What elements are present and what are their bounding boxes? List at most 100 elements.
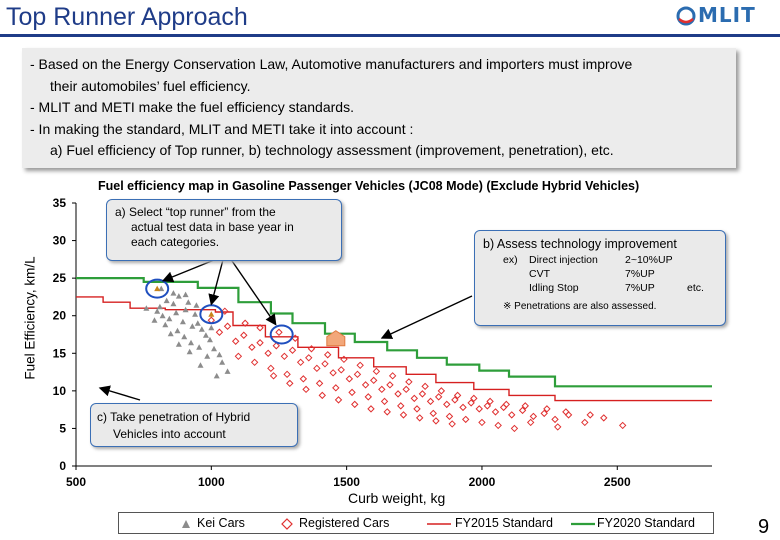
kei-car-point bbox=[224, 368, 231, 374]
kei-car-point bbox=[166, 315, 173, 322]
callout-a-line: actual test data in base year in bbox=[131, 220, 294, 234]
legend-fy2020: FY2020 Standard bbox=[597, 516, 695, 530]
intro-line: - In making the standard, MLIT and METI … bbox=[30, 120, 414, 137]
kei-car-point bbox=[158, 285, 165, 292]
kei-car-point bbox=[186, 348, 193, 355]
kei-car-point bbox=[196, 344, 203, 350]
chart-title: Fuel efficiency map in Gasoline Passenge… bbox=[98, 179, 640, 193]
kei-car-point bbox=[192, 311, 199, 317]
kei-car-point bbox=[204, 353, 211, 359]
tech-value: 7%UP bbox=[625, 268, 655, 280]
callout-b-note: ※ Penetrations are also assessed. bbox=[503, 301, 657, 312]
page-title: Top Runner Approach bbox=[6, 3, 248, 31]
callout-b-heading: b) Assess technology improvement bbox=[483, 237, 677, 251]
annotation-arrow bbox=[98, 385, 141, 401]
mlit-logo: MLIT bbox=[676, 3, 776, 29]
registered-car-point bbox=[318, 391, 326, 400]
kei-car-point bbox=[159, 312, 166, 319]
registered-car-point bbox=[478, 418, 486, 427]
kei-car-point bbox=[179, 318, 186, 325]
intro-line: - Based on the Energy Conservation Law, … bbox=[30, 56, 633, 72]
registered-car-point bbox=[248, 343, 256, 351]
registered-car-point bbox=[378, 385, 386, 394]
top-runner-point bbox=[154, 285, 161, 292]
kei-car-point bbox=[175, 293, 182, 299]
registered-car-point bbox=[551, 415, 559, 424]
registered-car-point bbox=[413, 405, 421, 413]
registered-car-point bbox=[540, 409, 548, 418]
annotation-arrow bbox=[208, 255, 225, 306]
callout-technology-assessment: b) Assess technology improvement ex) Dire… bbox=[474, 230, 726, 326]
registered-car-point bbox=[305, 354, 313, 362]
registered-car-point bbox=[231, 337, 240, 345]
ex-label: ex) bbox=[503, 254, 518, 266]
kei-car-point bbox=[167, 330, 174, 337]
registered-car-point bbox=[418, 390, 427, 398]
registered-car-point bbox=[334, 396, 343, 404]
kei-car-point bbox=[208, 324, 215, 331]
registered-car-point bbox=[410, 394, 419, 403]
tech-value: 7%UP bbox=[625, 282, 655, 294]
kei-car-point bbox=[156, 303, 163, 310]
registered-car-point bbox=[280, 352, 289, 360]
callout-a-line: each categories. bbox=[131, 235, 220, 249]
registered-car-point bbox=[250, 358, 259, 367]
registered-car-point bbox=[508, 411, 516, 419]
kei-car-point bbox=[174, 327, 181, 334]
x-tick-label: 2500 bbox=[604, 475, 631, 489]
legend-kei-cars: Kei Cars bbox=[197, 516, 245, 530]
registered-car-point bbox=[459, 403, 467, 412]
registered-car-point bbox=[332, 384, 340, 392]
kei-car-point bbox=[173, 309, 180, 316]
registered-car-point bbox=[443, 400, 451, 409]
callout-hybrid: c) Take penetration of Hybrid Vehicles i… bbox=[90, 403, 298, 447]
registered-car-point bbox=[321, 360, 329, 368]
registered-cars-legend-marker-icon bbox=[281, 518, 293, 530]
registered-car-point bbox=[288, 346, 297, 354]
registered-car-point bbox=[364, 393, 372, 401]
registered-car-point bbox=[470, 394, 478, 403]
registered-car-point bbox=[494, 421, 502, 430]
callout-c-line: Vehicles into account bbox=[113, 427, 226, 441]
registered-car-point bbox=[345, 375, 354, 383]
y-tick-label: 5 bbox=[59, 421, 66, 435]
registered-car-point bbox=[453, 391, 462, 400]
registered-car-point bbox=[462, 415, 470, 424]
kei-car-point bbox=[189, 323, 196, 329]
y-tick-label: 35 bbox=[53, 196, 67, 210]
kei-car-point bbox=[213, 372, 220, 379]
callout-b-examples: ex) Direct injection 2~10%UP CVT 7%UP Idlin… bbox=[483, 253, 717, 295]
registered-car-point bbox=[421, 382, 429, 391]
registered-car-point bbox=[491, 408, 500, 416]
registered-car-point bbox=[526, 418, 535, 427]
registered-car-point bbox=[437, 387, 446, 395]
intro-line: their automobiles’ fuel efficiency. bbox=[50, 77, 251, 94]
logo-text: MLIT bbox=[698, 3, 756, 27]
registered-car-point bbox=[353, 370, 362, 379]
registered-car-point bbox=[337, 366, 345, 374]
y-tick-label: 30 bbox=[53, 234, 67, 248]
registered-car-point bbox=[394, 390, 402, 398]
legend-registered-cars: Registered Cars bbox=[299, 516, 390, 530]
tech-name: CVT bbox=[529, 268, 550, 280]
y-tick-label: 20 bbox=[53, 309, 67, 323]
registered-car-point bbox=[618, 421, 627, 430]
registered-car-point bbox=[397, 402, 405, 410]
kei-car-point bbox=[162, 321, 169, 328]
registered-car-point bbox=[256, 324, 264, 332]
callout-a-line: a) Select “top runner” from the bbox=[115, 205, 276, 219]
legend-fy2015: FY2015 Standard bbox=[455, 516, 553, 530]
registered-car-point bbox=[240, 331, 248, 339]
title-rule bbox=[0, 34, 780, 37]
registered-car-point bbox=[267, 364, 275, 373]
intro-line: - MLIT and METI make the fuel efficiency… bbox=[30, 99, 354, 115]
registered-car-point bbox=[445, 412, 454, 421]
registered-car-point bbox=[256, 339, 264, 347]
registered-car-point bbox=[272, 342, 280, 350]
registered-car-point bbox=[510, 424, 519, 433]
x-axis-label: Curb weight, kg bbox=[348, 490, 446, 506]
fy2015-legend-line-icon bbox=[427, 523, 451, 525]
callout-top-runner: a) Select “top runner” from the actual t… bbox=[106, 199, 342, 261]
x-tick-label: 1500 bbox=[333, 475, 360, 489]
